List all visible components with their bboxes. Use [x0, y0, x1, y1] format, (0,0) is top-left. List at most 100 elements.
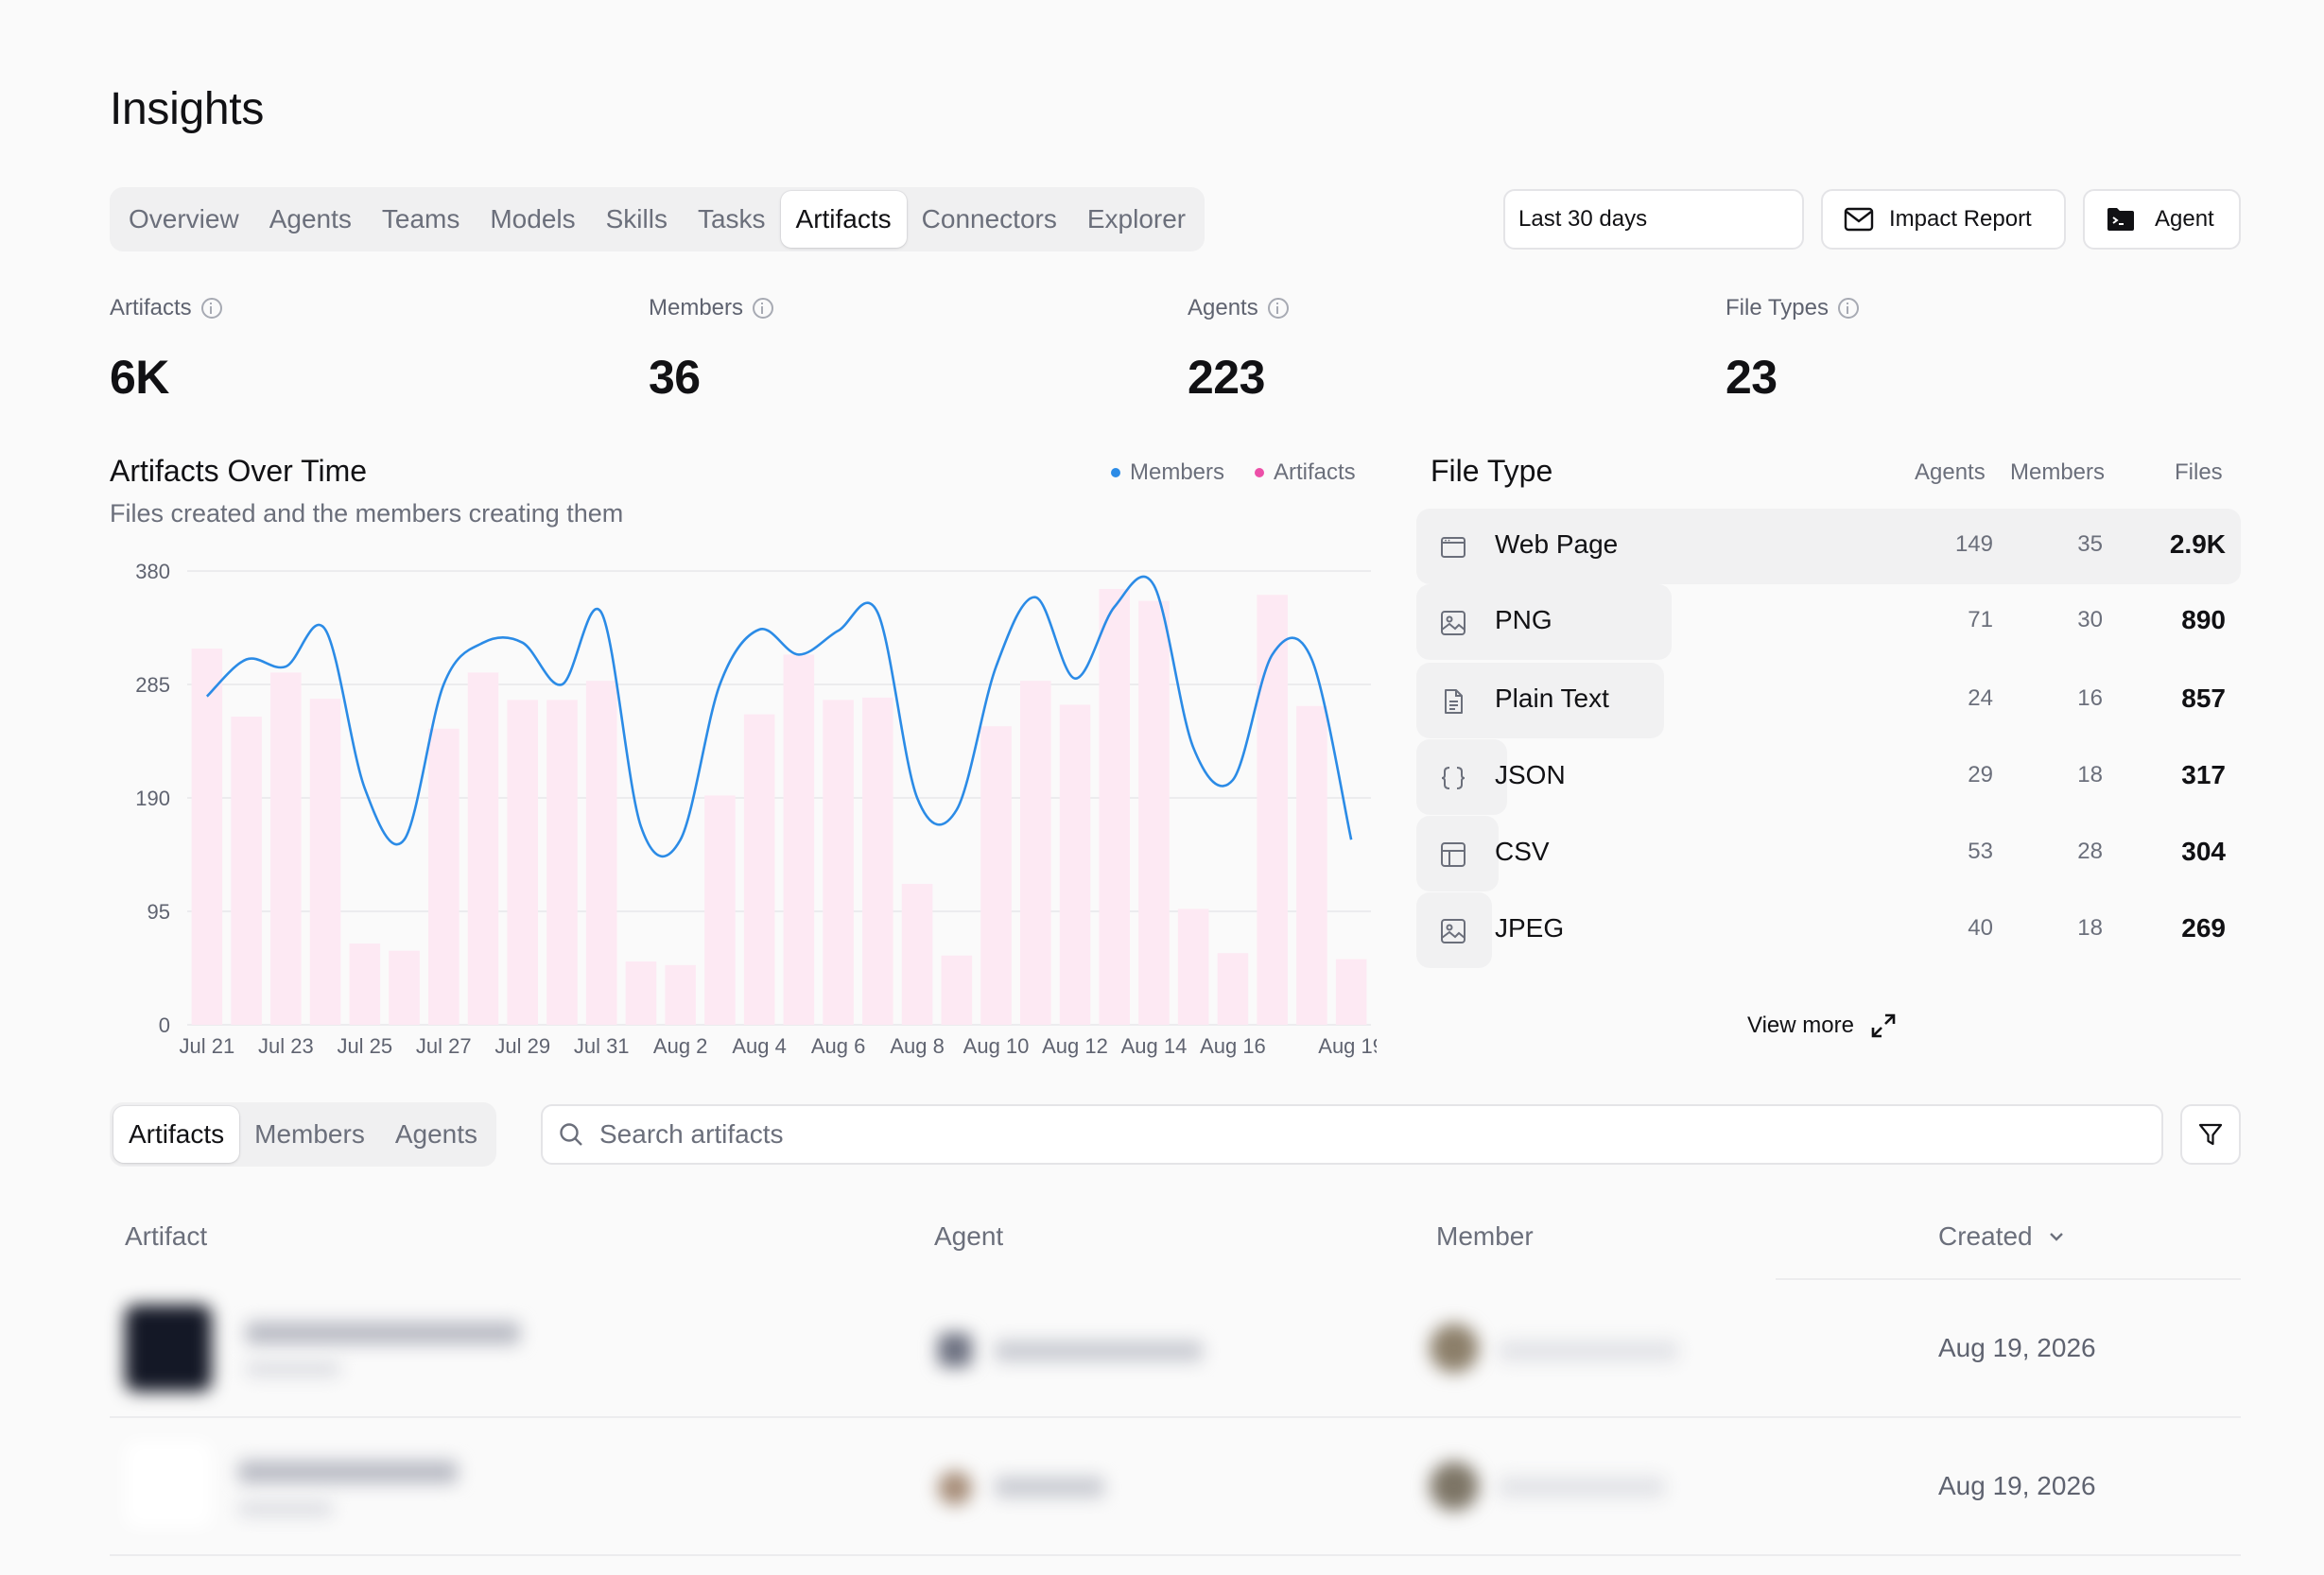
x-tick-label: Aug 19: [1318, 1034, 1377, 1058]
artifact-bar: [1177, 909, 1209, 1025]
file-type-header-files: Files: [2175, 459, 2223, 485]
tab-explorer[interactable]: Explorer: [1086, 204, 1187, 234]
artifact-bar: [783, 654, 815, 1025]
x-tick-label: Aug 16: [1200, 1034, 1266, 1058]
view-more-link[interactable]: View more: [1747, 1012, 1898, 1040]
metric-label: Artifacts: [110, 295, 192, 320]
file-type-row[interactable]: JPEG 40 18 269: [1416, 892, 2241, 968]
filter-button[interactable]: [2180, 1104, 2241, 1165]
artifact-bar: [546, 700, 578, 1025]
metric-value: 223: [1188, 351, 1265, 404]
info-icon[interactable]: [753, 298, 774, 319]
file-type-row[interactable]: JSON 29 18 317: [1416, 739, 2241, 815]
page-title: Insights: [110, 84, 265, 134]
file-type-agents: 24: [1968, 685, 1993, 711]
file-type-members: 30: [2077, 607, 2103, 632]
x-tick-label: Jul 29: [494, 1034, 550, 1058]
x-tick-label: Aug 6: [811, 1034, 866, 1058]
file-type-files: 857: [2181, 684, 2226, 713]
date-range-select[interactable]: Last 30 days: [1503, 189, 1804, 250]
artifact-bar: [1138, 600, 1170, 1025]
x-tick-label: Jul 31: [574, 1034, 630, 1058]
tab-skills[interactable]: Skills: [605, 204, 668, 234]
info-icon[interactable]: [200, 298, 222, 319]
file-type-bar: [1416, 892, 1492, 968]
file-type-members: 35: [2077, 531, 2103, 557]
tab-models[interactable]: Models: [490, 204, 576, 234]
artifact-bar: [585, 681, 617, 1025]
expand-icon: [1871, 1013, 1896, 1038]
insights-tabs: Overview Agents Teams Models Skills Tasks Arti…: [110, 187, 1205, 251]
tab-artifacts[interactable]: Artifacts: [780, 191, 907, 248]
tab-teams[interactable]: Teams: [381, 204, 460, 234]
table-icon: [1439, 840, 1467, 869]
metric-file-types: File Types 23: [1726, 295, 1859, 405]
search-icon: [560, 1123, 582, 1146]
legend-artifacts: Artifacts: [1255, 459, 1356, 486]
agent-button[interactable]: Agent: [2083, 189, 2241, 250]
file-type-row[interactable]: PNG 71 30 890: [1416, 584, 2241, 660]
tab-connectors[interactable]: Connectors: [921, 204, 1057, 234]
column-header-agent: Agent: [934, 1221, 1004, 1251]
y-tick-label: 190: [135, 787, 170, 810]
created-date: Aug 19, 2026: [1938, 1333, 2096, 1362]
artifact-name-redacted: [246, 1322, 520, 1344]
column-header-created[interactable]: Created: [1938, 1221, 2067, 1252]
agent-avatar: [938, 1471, 972, 1505]
file-type-bar: [1416, 509, 2241, 584]
impact-report-button[interactable]: Impact Report: [1821, 189, 2066, 250]
tab-tasks[interactable]: Tasks: [697, 204, 766, 234]
metric-members: Members 36: [649, 295, 774, 405]
info-icon[interactable]: [1267, 298, 1289, 319]
file-type-files: 304: [2181, 837, 2226, 866]
file-type-row[interactable]: CSV 53 28 304: [1416, 816, 2241, 891]
search-artifacts-input[interactable]: Search artifacts: [541, 1104, 2163, 1165]
file-type-name: CSV: [1495, 837, 1550, 866]
info-icon[interactable]: [1837, 298, 1859, 319]
mail-icon: [1844, 207, 1874, 232]
tab-overview[interactable]: Overview: [129, 204, 239, 234]
file-type-files: 2.9K: [2169, 529, 2226, 559]
y-tick-label: 285: [135, 673, 170, 697]
file-type-agents: 40: [1968, 915, 1993, 941]
tab-agents[interactable]: Agents: [269, 204, 352, 234]
file-type-members: 18: [2077, 915, 2103, 941]
artifact-meta-redacted: [246, 1361, 340, 1376]
file-type-header-agents: Agents: [1915, 459, 1986, 485]
artifact-bar: [427, 728, 460, 1025]
artifact-bar: [270, 672, 302, 1025]
date-range-label: Last 30 days: [1518, 206, 1648, 232]
file-type-files: 890: [2181, 605, 2226, 634]
table-tab-agents[interactable]: Agents: [394, 1119, 478, 1149]
legend-label: Artifacts: [1274, 459, 1356, 485]
artifacts-over-time-chart[interactable]: 0 95 190 285 380 Jul 21 Jul 23 Jul 25 Jul 27 Jul …: [110, 548, 1377, 1068]
x-tick-label: Aug 10: [963, 1034, 1030, 1058]
metric-label: Agents: [1188, 295, 1258, 320]
artifact-bar: [231, 717, 262, 1025]
metric-value: 36: [649, 351, 701, 404]
file-type-bar: [1416, 584, 1673, 660]
table-tab-members[interactable]: Members: [254, 1119, 365, 1149]
impact-report-label: Impact Report: [1889, 206, 2032, 232]
artifact-bar: [1099, 588, 1131, 1025]
file-type-members: 18: [2077, 762, 2103, 788]
artifact-bar: [1257, 595, 1288, 1025]
artifact-bar: [1059, 704, 1091, 1025]
table-tab-artifacts[interactable]: Artifacts: [113, 1106, 240, 1163]
x-tick-label: Aug 2: [653, 1034, 708, 1058]
file-type-row[interactable]: Web Page 149 35 2.9K: [1416, 509, 2241, 584]
column-header-member: Member: [1436, 1221, 1534, 1251]
search-placeholder: Search artifacts: [599, 1119, 784, 1149]
artifact-bar: [1019, 681, 1051, 1025]
artifact-bar: [862, 697, 893, 1025]
file-type-row[interactable]: Plain Text 24 16 857: [1416, 663, 2241, 738]
file-type-header-members: Members: [2010, 459, 2106, 485]
legend-label: Members: [1130, 459, 1225, 485]
artifact-bar: [941, 955, 973, 1025]
artifact-bar: [625, 961, 657, 1025]
metric-value: 23: [1726, 351, 1778, 404]
artifact-bar: [665, 964, 696, 1025]
file-type-agents: 149: [1954, 531, 1993, 557]
table-tabs: Artifacts Members Agents: [110, 1102, 497, 1167]
file-type-bar: [1416, 816, 1500, 891]
